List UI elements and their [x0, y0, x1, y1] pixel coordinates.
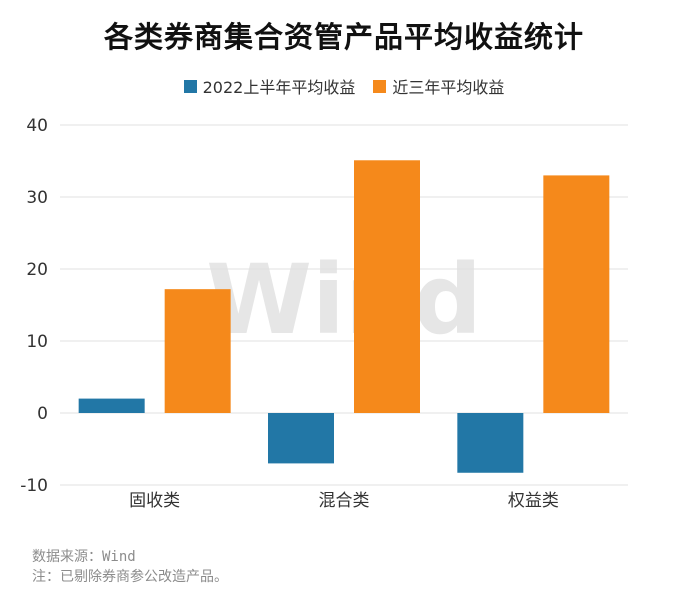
bar-series-1 [457, 413, 524, 473]
legend-item-series-1: 2022上半年平均收益 [183, 74, 356, 98]
legend-label-series-2: 近三年平均收益 [392, 78, 505, 97]
bar-series-1 [268, 413, 334, 464]
x-tick-label: 权益类 [508, 491, 559, 511]
y-tick-label: 40 [26, 116, 48, 136]
y-tick-label: 20 [26, 260, 48, 280]
exclusion-note: 注：已剔除券商参公改造产品。 [32, 569, 228, 585]
legend-label-series-1: 2022上半年平均收益 [202, 78, 356, 97]
watermark: Wind [206, 244, 482, 356]
legend-item-series-2: 近三年平均收益 [373, 74, 504, 98]
y-tick-label: -10 [20, 476, 48, 496]
source-note: 数据来源：Wind [32, 549, 136, 565]
x-tick-label: 固收类 [129, 491, 180, 511]
bar-series-2 [354, 160, 420, 413]
bar-series-2 [543, 175, 610, 413]
bar-series-2 [164, 289, 231, 413]
x-tick-label: 混合类 [319, 491, 370, 511]
legend-swatch-series-1 [183, 79, 197, 93]
chart-title: 各类券商集合资管产品平均收益统计 [103, 20, 584, 54]
y-tick-label: 0 [37, 404, 48, 424]
legend: 2022上半年平均收益 近三年平均收益 [0, 74, 688, 98]
legend-swatch-series-2 [373, 79, 387, 93]
y-tick-label: 10 [26, 332, 48, 352]
bar-series-1 [78, 398, 145, 413]
y-tick-label: 30 [26, 188, 48, 208]
